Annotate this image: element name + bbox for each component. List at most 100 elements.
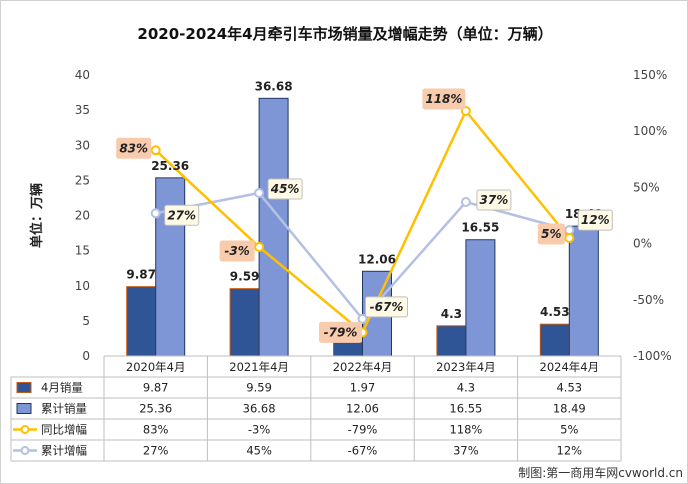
table-cell: 45%: [246, 444, 272, 458]
bar: [155, 177, 186, 357]
y-tick-label: 35: [75, 103, 90, 117]
table-cell: 12.06: [346, 402, 379, 416]
cum-data-label-group: 12%: [577, 209, 613, 231]
y2-tick-label: 0%: [633, 237, 652, 251]
y2-tick-label: 50%: [633, 180, 660, 194]
table-cell: 36.68: [243, 402, 276, 416]
yoy-data-label-box: [116, 137, 152, 159]
yoy-data-label: 5%: [541, 227, 561, 241]
yoy-data-label-group: 118%: [422, 88, 466, 110]
cum-data-label: 12%: [581, 213, 610, 227]
yoy-data-label-group: 5%: [537, 223, 565, 245]
table-category-label: 2024年4月: [540, 360, 600, 374]
y-tick-label: 5: [82, 314, 90, 328]
cum-data-label-group: -67%: [365, 296, 408, 318]
table-cell: 4.53: [556, 381, 582, 395]
yoy-data-label-group: -79%: [319, 321, 362, 343]
y2-tick-label: -100%: [633, 349, 672, 363]
table-cell: 83%: [143, 423, 169, 437]
yoy-data-label-box: [537, 223, 565, 245]
bar: [258, 97, 289, 357]
bar-data-label: 25.36: [151, 159, 189, 173]
series-point: [150, 208, 161, 219]
legend-marker: [20, 446, 30, 455]
y-tick-label: 30: [75, 138, 90, 152]
y-tick-label: 15: [75, 244, 90, 258]
y2-tick-label: 150%: [633, 68, 667, 82]
yoy-data-label-group: 83%: [116, 137, 152, 159]
credit-text: 制图:第一商用车网cvworld.cn: [518, 465, 683, 480]
legend-label: 累计增幅: [41, 444, 87, 458]
table-category-label: 2023年4月: [436, 360, 496, 374]
yoy-data-label-group: -3%: [219, 240, 255, 262]
grid-layer: 0 5 10 15 20 25 30 35 40 -100% -50% 0% 50% 100% 150%: [75, 68, 672, 363]
legend-label: 同比增幅: [41, 423, 87, 437]
y-tick-label: 25: [75, 173, 90, 187]
y-tick-label: 40: [75, 68, 90, 82]
table-category-label: 2021年4月: [229, 360, 289, 374]
cum-data-label: -67%: [370, 300, 404, 314]
bar-data-label: 36.68: [255, 79, 293, 93]
table-cell: 1.97: [350, 381, 376, 395]
bar: [568, 225, 599, 357]
table-cell: 9.59: [246, 381, 272, 395]
cum-data-label: 27%: [167, 208, 196, 222]
cum-data-label: 45%: [270, 182, 300, 196]
table-cell: -79%: [348, 423, 378, 437]
legend-swatch: [16, 382, 32, 393]
legend-marker: [20, 425, 30, 434]
table-cell: -3%: [248, 423, 270, 437]
table-cell: 37%: [453, 444, 479, 458]
y2-tick-label: 100%: [633, 124, 667, 138]
legend-label: 4月销量: [41, 381, 83, 395]
yoy-data-label-box: [319, 321, 362, 343]
yoy-data-label: -79%: [324, 325, 358, 339]
table-category-label: 2022年4月: [333, 360, 393, 374]
series-point: [150, 145, 161, 156]
table-cell: 27%: [143, 444, 169, 458]
y-tick-label: 0: [82, 349, 90, 363]
legend-swatch: [16, 403, 32, 414]
table-cell: 9.87: [143, 381, 169, 395]
cum-data-label-box: [577, 209, 613, 231]
legend-label: 累计销量: [41, 402, 87, 416]
table-cell: 18.49: [553, 402, 586, 416]
y-axis-label: 单位：万辆: [29, 183, 45, 248]
table-cell: 12%: [557, 444, 583, 458]
bar: [436, 325, 467, 357]
cum-data-label-box: [267, 178, 303, 200]
data-table: 2020年4月 2021年4月 2022年4月 2023年4月 2024年4月 4月销量 9…: [10, 355, 622, 462]
table-category-label: 2020年4月: [126, 360, 186, 374]
table-cell: 16.55: [449, 402, 482, 416]
chart-title: 2020-2024年4月牵引车市场销量及增幅走势（单位：万辆）: [137, 25, 552, 43]
table-cell: 25.36: [139, 402, 172, 416]
cum-data-label-box: [476, 189, 512, 211]
bar: [333, 341, 363, 357]
cum-data-label-group: 37%: [476, 189, 512, 211]
bar: [465, 239, 496, 357]
bar: [229, 288, 260, 357]
series-point: [357, 313, 368, 324]
table-cell: -67%: [348, 444, 378, 458]
bar-data-label: 9.87: [126, 268, 156, 282]
yoy-data-label-box: [219, 240, 255, 262]
y-tick-label: 20: [75, 209, 90, 223]
bar-data-label: 9.59: [230, 270, 260, 284]
table-cell: 5%: [560, 423, 578, 437]
yoy-data-label: -3%: [224, 244, 249, 258]
bar: [126, 286, 157, 357]
bar: [539, 323, 570, 357]
series-point: [254, 241, 265, 252]
cum-data-label-box: [365, 296, 408, 318]
cum-data-label-group: 27%: [164, 204, 200, 226]
bar-data-label: 16.55: [461, 221, 499, 235]
yoy-data-label: 83%: [119, 141, 148, 155]
table-cell: 4.3: [457, 381, 475, 395]
bar-data-label: 4.53: [540, 305, 570, 319]
series-point: [254, 188, 265, 199]
yoy-data-label-box: [422, 88, 466, 110]
cum-data-label-group: 45%: [267, 178, 303, 200]
cum-data-label: 37%: [480, 193, 509, 207]
